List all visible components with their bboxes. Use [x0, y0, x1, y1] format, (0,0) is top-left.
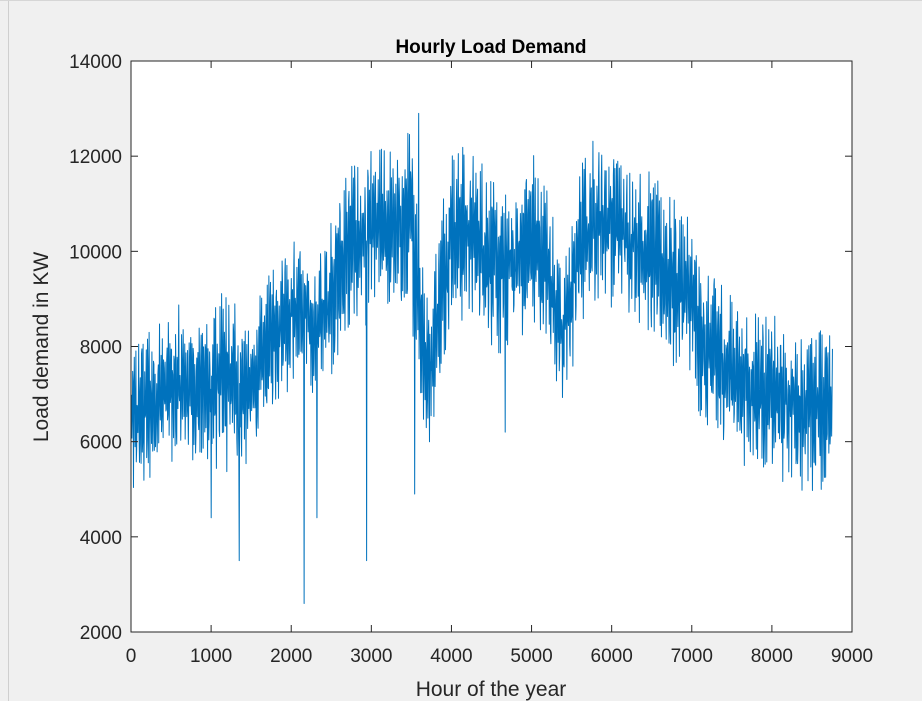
- x-tick-label: 9000: [831, 646, 873, 667]
- window-left-edge: [8, 1, 9, 701]
- x-tick-label: 5000: [510, 646, 552, 667]
- x-tick-label: 1000: [190, 646, 232, 667]
- x-tick-label: 8000: [751, 646, 793, 667]
- chart-title: Hourly Load Demand: [395, 37, 586, 58]
- y-tick-label: 4000: [80, 528, 122, 549]
- x-tick-label: 6000: [591, 646, 633, 667]
- x-tick-label: 7000: [671, 646, 713, 667]
- y-axis-ticks: 2000 4000 6000 8000 10000 12000 14000: [69, 52, 852, 644]
- y-tick-label: 10000: [69, 242, 122, 263]
- x-tick-label: 3000: [350, 646, 392, 667]
- y-tick-label: 14000: [69, 52, 122, 73]
- x-tick-label: 0: [126, 646, 137, 667]
- x-axis-ticks: 0 1000 2000 3000 4000 5000 6000 7000 8000 9000: [126, 61, 873, 667]
- x-axis-title: Hour of the year: [416, 678, 567, 701]
- y-tick-label: 6000: [80, 433, 122, 454]
- series-line-load-demand: [130, 112, 833, 604]
- x-tick-label: 2000: [270, 646, 312, 667]
- y-tick-label: 12000: [69, 147, 122, 168]
- x-tick-label: 4000: [430, 646, 472, 667]
- y-tick-label: 2000: [80, 623, 122, 644]
- series-layer: [130, 112, 833, 604]
- y-tick-label: 8000: [80, 338, 122, 359]
- y-axis-title: Load demand in KW: [30, 252, 53, 442]
